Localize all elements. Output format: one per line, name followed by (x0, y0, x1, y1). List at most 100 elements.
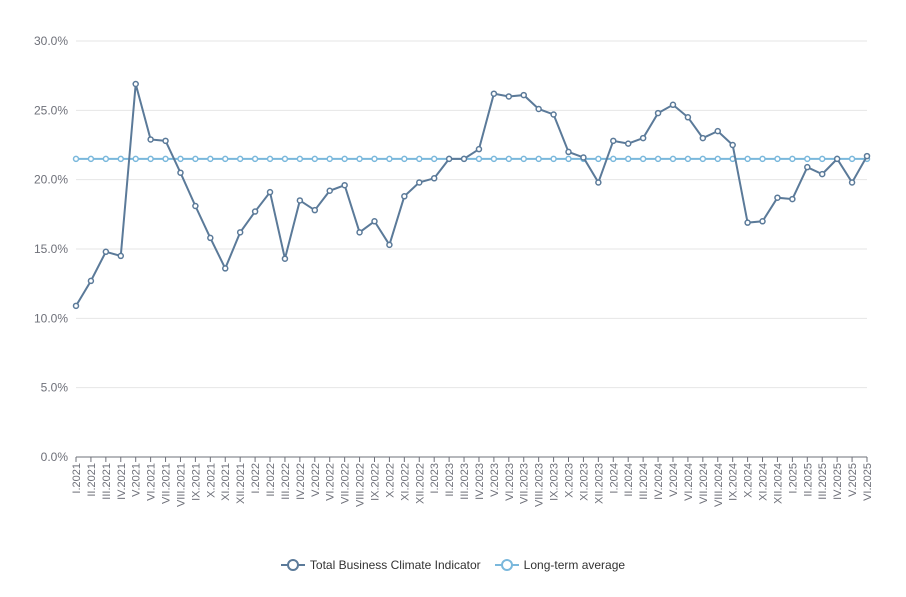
data-point (236, 155, 244, 163)
x-tick-label: II.2022 (265, 463, 277, 497)
data-point (759, 155, 766, 163)
x-tick-label: VI.2023 (504, 463, 516, 501)
x-tick-label: IV.2021 (116, 463, 128, 500)
legend-item-long-term-average[interactable]: Long-term average (494, 558, 625, 572)
x-tick-label: V.2023 (489, 463, 501, 497)
x-tick-label: V.2024 (668, 463, 680, 497)
data-point (639, 155, 647, 163)
y-tick-label: 20.0% (34, 173, 68, 187)
data-point (401, 155, 408, 163)
data-point (296, 197, 304, 204)
data-point (565, 155, 572, 163)
data-point (490, 155, 498, 163)
data-point (72, 155, 80, 163)
data-point (550, 111, 557, 118)
x-tick-label: II.2021 (86, 463, 98, 497)
data-point (162, 137, 169, 145)
x-tick-label: III.2024 (638, 463, 650, 500)
x-tick-label: VII.2023 (519, 463, 531, 504)
data-point (236, 229, 244, 236)
data-point (281, 155, 289, 163)
x-tick-label: XI.2024 (758, 463, 770, 501)
x-tick-label: VI.2022 (325, 463, 337, 501)
data-point (848, 179, 856, 186)
data-point (744, 155, 751, 163)
data-point (311, 155, 319, 163)
data-point (475, 155, 483, 163)
data-point (416, 179, 423, 186)
data-point (804, 155, 811, 163)
data-point (87, 277, 95, 285)
x-tick-label: XII.2024 (772, 463, 784, 504)
y-tick-label: 30.0% (34, 34, 68, 48)
data-point (460, 155, 468, 163)
data-point (132, 155, 139, 163)
data-point (192, 155, 199, 163)
data-point (610, 155, 617, 163)
y-tick-label: 0.0% (41, 450, 69, 464)
data-point (833, 155, 841, 163)
data-point (774, 194, 781, 201)
x-tick-label: III.2022 (280, 463, 292, 500)
x-tick-label: XI.2021 (220, 463, 232, 501)
data-point (430, 175, 438, 182)
x-tick-label: XII.2021 (235, 463, 247, 504)
legend-item-total-business-climate[interactable]: Total Business Climate Indicator (280, 558, 481, 572)
data-point (669, 155, 677, 163)
data-point (251, 208, 259, 215)
data-point (266, 188, 274, 196)
x-tick-label: VII.2022 (340, 463, 352, 504)
data-point (520, 155, 527, 163)
data-point (624, 140, 632, 147)
data-point (251, 155, 259, 163)
x-tick-label: I.2025 (787, 463, 799, 494)
x-tick-label: IX.2021 (190, 463, 202, 501)
x-tick-label: IV.2024 (653, 463, 665, 500)
data-point (729, 141, 736, 149)
data-point (595, 155, 602, 163)
x-tick-label: V.2022 (310, 463, 322, 497)
legend-marker-icon (280, 559, 305, 571)
data-point (207, 155, 214, 163)
x-tick-label: III.2021 (101, 463, 113, 500)
x-tick-label: I.2022 (250, 463, 262, 494)
data-point (356, 155, 363, 163)
data-point (505, 93, 513, 100)
x-tick-label: X.2023 (564, 463, 576, 498)
x-tick-label: IX.2022 (369, 463, 381, 501)
data-point (341, 181, 348, 189)
data-point (535, 155, 542, 163)
data-point (401, 193, 408, 200)
x-tick-label: V.2025 (847, 463, 859, 497)
data-point (699, 155, 707, 163)
data-point (490, 90, 498, 97)
data-point (595, 179, 602, 186)
x-tick-label: VII.2024 (698, 463, 710, 504)
x-tick-label: XII.2022 (414, 463, 426, 504)
x-tick-label: II.2024 (623, 463, 635, 497)
x-tick-label: IV.2025 (832, 463, 844, 500)
x-tick-label: VI.2021 (146, 463, 158, 501)
data-point (699, 134, 707, 142)
x-tick-label: XI.2022 (399, 463, 411, 501)
x-tick-label: II.2025 (802, 463, 814, 497)
data-point (386, 241, 393, 249)
data-point (789, 155, 796, 163)
data-point (759, 218, 766, 225)
data-point (326, 155, 333, 163)
data-point (863, 152, 871, 160)
x-tick-label: IX.2023 (549, 463, 561, 501)
x-tick-label: X.2021 (205, 463, 217, 498)
data-point (684, 155, 692, 163)
y-tick-label: 15.0% (34, 242, 68, 256)
x-tick-label: VIII.2022 (355, 463, 367, 507)
x-tick-label: VI.2025 (862, 463, 874, 501)
data-point (550, 155, 557, 163)
x-tick-label: VIII.2024 (713, 463, 725, 507)
series-line-0 (75, 83, 868, 307)
data-point (371, 155, 378, 163)
y-tick-label: 10.0% (34, 311, 68, 325)
x-tick-label: I.2024 (608, 463, 620, 494)
x-tick-label: VI.2024 (683, 463, 695, 501)
data-point (804, 163, 811, 171)
